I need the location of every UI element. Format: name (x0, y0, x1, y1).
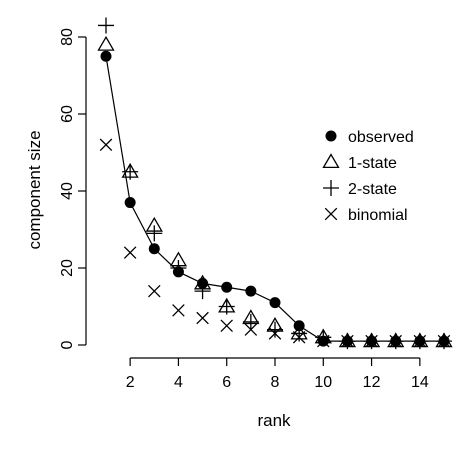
legend-marker-binomial (324, 207, 338, 221)
data-point-observed (124, 197, 136, 209)
data-point-binomial (99, 138, 113, 152)
legend-label-2-state: 2-state (348, 181, 397, 198)
legend-item-1-state: 1-state (322, 153, 397, 172)
data-point-binomial (196, 311, 209, 325)
data-point-2-state (146, 225, 163, 242)
data-point-binomial (341, 334, 354, 348)
x-tick-label: 2 (126, 374, 135, 391)
data-point-2-state (242, 313, 259, 330)
data-point-2-state (267, 321, 283, 338)
x-tick-label: 6 (222, 374, 231, 391)
y-tick-label: 80 (59, 28, 76, 46)
legend-label-observed: observed (348, 129, 414, 146)
x-tick-label: 10 (314, 374, 332, 391)
data-point-binomial (317, 334, 330, 348)
x-tick-label: 14 (411, 374, 429, 391)
data-point-binomial (365, 334, 378, 348)
legend: observed 1-state 2-state binomial (322, 129, 414, 224)
legend-item-2-state: 2-state (323, 180, 397, 198)
legend-label-1-state: 1-state (348, 155, 397, 172)
legend-item-observed: observed (325, 129, 414, 146)
data-point-binomial (123, 246, 137, 259)
data-point-2-state (98, 17, 114, 34)
series-2-state (98, 17, 452, 350)
legend-item-binomial: binomial (324, 207, 408, 224)
legend-marker-2-state (323, 180, 339, 196)
data-point-observed (100, 50, 112, 62)
data-point-binomial (413, 334, 427, 348)
data-point-binomial (268, 327, 282, 340)
data-point-binomial (172, 304, 185, 317)
legend-label-binomial: binomial (348, 207, 408, 224)
data-point-observed (148, 243, 160, 255)
y-tick-label: 40 (59, 182, 76, 200)
x-tick-label: 4 (174, 374, 183, 391)
data-point-binomial (389, 334, 402, 348)
data-point-observed (269, 297, 281, 309)
x-tick-label: 8 (271, 374, 280, 391)
y-tick-label: 20 (59, 259, 76, 277)
x-tick-label: 12 (363, 374, 381, 391)
data-point-2-state (291, 325, 308, 342)
data-point-2-state (194, 283, 211, 300)
plot-area (97, 17, 453, 350)
data-point-2-state (218, 298, 235, 315)
data-point-binomial (292, 331, 306, 344)
data-point-2-state (315, 329, 332, 346)
x-axis-label: rank (257, 411, 291, 430)
series-observed (100, 50, 450, 347)
y-tick-label: 60 (59, 105, 76, 123)
data-point-binomial (437, 334, 451, 348)
data-point-binomial (244, 323, 258, 336)
data-point-observed (245, 285, 257, 297)
legend-marker-1-state (322, 153, 340, 169)
data-point-2-state (170, 260, 187, 276)
y-tick-label: 0 (59, 340, 76, 349)
data-point-binomial (148, 284, 161, 298)
data-point-1-state (97, 35, 115, 51)
data-point-observed (221, 281, 233, 293)
axes: 0 20 40 60 80 2 4 6 8 10 12 14 (59, 28, 429, 391)
series-binomial (99, 138, 451, 348)
data-point-binomial (220, 319, 233, 333)
legend-marker-observed (325, 130, 337, 142)
y-axis-label: component size (25, 130, 44, 249)
data-point-2-state (122, 163, 139, 180)
